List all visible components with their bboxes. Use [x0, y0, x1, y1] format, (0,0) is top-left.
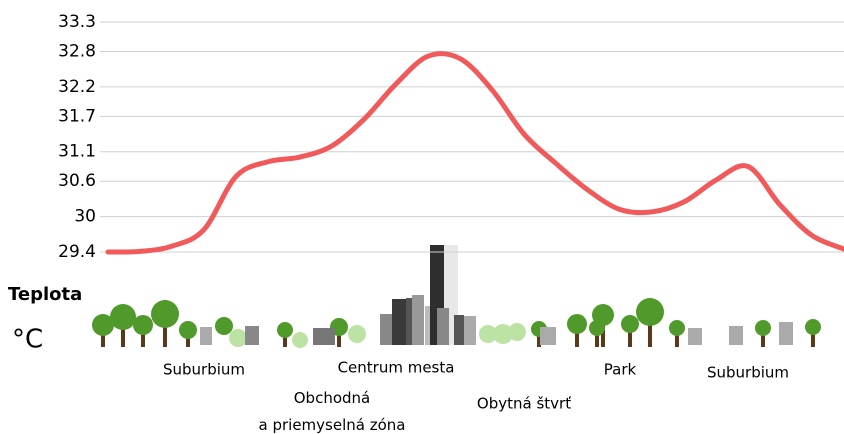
y-tick-label: 29.4	[58, 242, 96, 262]
zone-label: Suburbium	[707, 364, 789, 382]
y-label: Teplota	[8, 284, 82, 305]
y-tick-label: 31.7	[58, 106, 96, 126]
y-tick-label: 32.2	[58, 77, 96, 97]
y-tick-label: 31.1	[58, 142, 96, 162]
temperature-line	[105, 51, 844, 255]
y-tick-label: 33.3	[58, 12, 96, 32]
zone-label: Park	[604, 361, 637, 379]
zone-label: Obchodná a priemyselná zóna	[259, 389, 406, 434]
y-tick-label: 32.8	[58, 41, 96, 61]
zone-label: Centrum mesta	[338, 359, 455, 377]
y-unit: °C	[12, 325, 43, 355]
landscape	[92, 245, 821, 348]
y-tick-label: 30.6	[58, 171, 96, 191]
zone-label: Obytná štvrť	[477, 395, 571, 413]
y-tick-label: 30	[74, 207, 96, 227]
zone-label: Suburbium	[163, 361, 245, 379]
